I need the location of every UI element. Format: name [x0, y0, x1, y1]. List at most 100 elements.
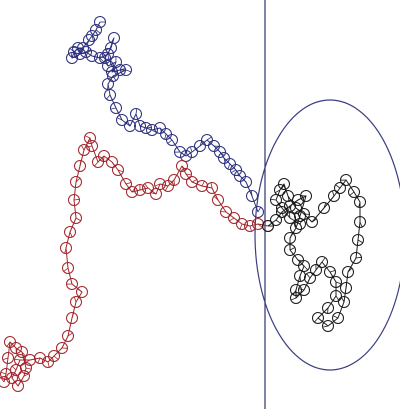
blue-path-node — [130, 108, 142, 120]
black-path-node — [284, 244, 296, 256]
blue-path-node — [94, 52, 106, 64]
blue-path-node — [114, 64, 126, 76]
black-path-node-tick — [332, 315, 339, 319]
red-path-node-tick — [185, 173, 192, 176]
red-path-node — [70, 296, 82, 308]
red-path-node-tick — [73, 198, 80, 201]
black-path-node-tick — [306, 273, 311, 279]
red-path-node-tick — [131, 187, 136, 193]
red-path-node — [10, 364, 22, 376]
blue-path-node-tick — [112, 75, 117, 81]
blue-path-node-tick — [107, 53, 109, 60]
red-path-node — [24, 354, 36, 366]
blue-path-node — [201, 134, 213, 146]
red-path-node — [180, 168, 192, 180]
red-path-node-tick — [86, 145, 93, 148]
blue-path-node — [166, 134, 178, 146]
red-path-node — [66, 312, 78, 324]
red-path-node-tick — [84, 135, 91, 139]
blue-path-node — [86, 30, 98, 42]
black-path-node-tick — [335, 281, 342, 285]
red-path-node-tick — [2, 357, 9, 361]
black-path-node — [350, 252, 362, 264]
blue-path-node — [180, 150, 192, 162]
blue-path-node-tick — [135, 108, 138, 115]
red-path-node-tick — [201, 180, 205, 187]
blue-path-node — [234, 170, 246, 182]
black-path-node-tick — [321, 257, 326, 263]
black-path-node-tick — [345, 282, 348, 289]
blue-path-node — [102, 48, 114, 60]
black-path-node — [342, 266, 354, 278]
red-path-node-tick — [210, 182, 213, 189]
black-path — [262, 174, 366, 332]
blue-path-node-tick — [250, 190, 253, 197]
red-path-node-tick — [47, 361, 50, 368]
red-path-node-tick — [23, 373, 30, 377]
black-path-node — [322, 320, 334, 332]
blue-path-node — [140, 122, 152, 134]
red-path-node-tick — [17, 380, 22, 387]
blue-path-node-tick — [219, 151, 225, 156]
blue-path-node — [194, 140, 206, 152]
red-path-node — [86, 140, 98, 152]
blue-path-node-tick — [241, 177, 247, 183]
black-path-node-tick — [335, 184, 341, 189]
red-path-node-tick — [77, 288, 83, 293]
blue-path-node — [218, 152, 230, 164]
red-path-node — [48, 350, 60, 362]
red-path-node — [176, 160, 188, 172]
black-path-node-tick — [299, 275, 301, 282]
blue-path-node-tick — [167, 139, 173, 144]
blue-path-node — [99, 52, 111, 64]
red-path-node-tick — [117, 169, 124, 173]
blue-path-node — [160, 128, 172, 140]
blue-path-node — [106, 66, 118, 78]
red-path-node — [34, 352, 46, 364]
blue-path-node — [146, 124, 158, 136]
red-path-node — [0, 376, 10, 388]
red-path-node — [0, 368, 12, 380]
red-path-node-tick — [164, 185, 169, 191]
red-path-node — [42, 356, 54, 368]
red-path-node — [106, 156, 118, 168]
black-path-node — [324, 266, 336, 278]
red-path-node — [62, 330, 74, 342]
red-path-node-tick — [75, 217, 81, 222]
blue-path-node — [134, 120, 146, 132]
red-path-node-tick — [71, 312, 75, 319]
blue-path-node — [68, 46, 80, 58]
red-path-node-tick — [67, 332, 73, 337]
blue-path-node-tick — [110, 107, 117, 110]
black-path-node-tick — [303, 265, 309, 271]
blue-path-node-tick — [116, 117, 123, 121]
enclosure-ellipse — [254, 99, 400, 371]
red-path-node — [126, 186, 138, 198]
red-path-node — [244, 220, 256, 232]
red-path-node — [14, 354, 26, 366]
red-path-node-tick — [229, 217, 235, 222]
blue-path-node — [66, 52, 78, 64]
blue-path-node — [110, 102, 122, 114]
blue-path-node — [72, 42, 84, 54]
black-path-node-tick — [347, 267, 353, 273]
blue-path-node-tick — [181, 152, 187, 157]
black-path-node-tick — [349, 191, 355, 196]
black-path-node-tick — [311, 218, 317, 223]
blue-path-node — [102, 60, 114, 72]
red-path-node-tick — [213, 196, 219, 201]
black-path-node-tick — [298, 288, 305, 291]
red-path-node — [120, 178, 132, 190]
red-path-node-tick — [181, 165, 187, 171]
red-path-node-tick — [249, 225, 252, 232]
red-path-node — [62, 262, 74, 274]
black-path-node-tick — [314, 317, 319, 323]
black-path-node — [294, 270, 306, 282]
blue-path-node — [214, 146, 226, 158]
black-path-node — [304, 272, 316, 284]
black-path-node-tick — [341, 296, 345, 303]
black-path-node — [276, 202, 288, 214]
red-path-node — [112, 164, 124, 176]
blue-path-node — [240, 176, 252, 188]
